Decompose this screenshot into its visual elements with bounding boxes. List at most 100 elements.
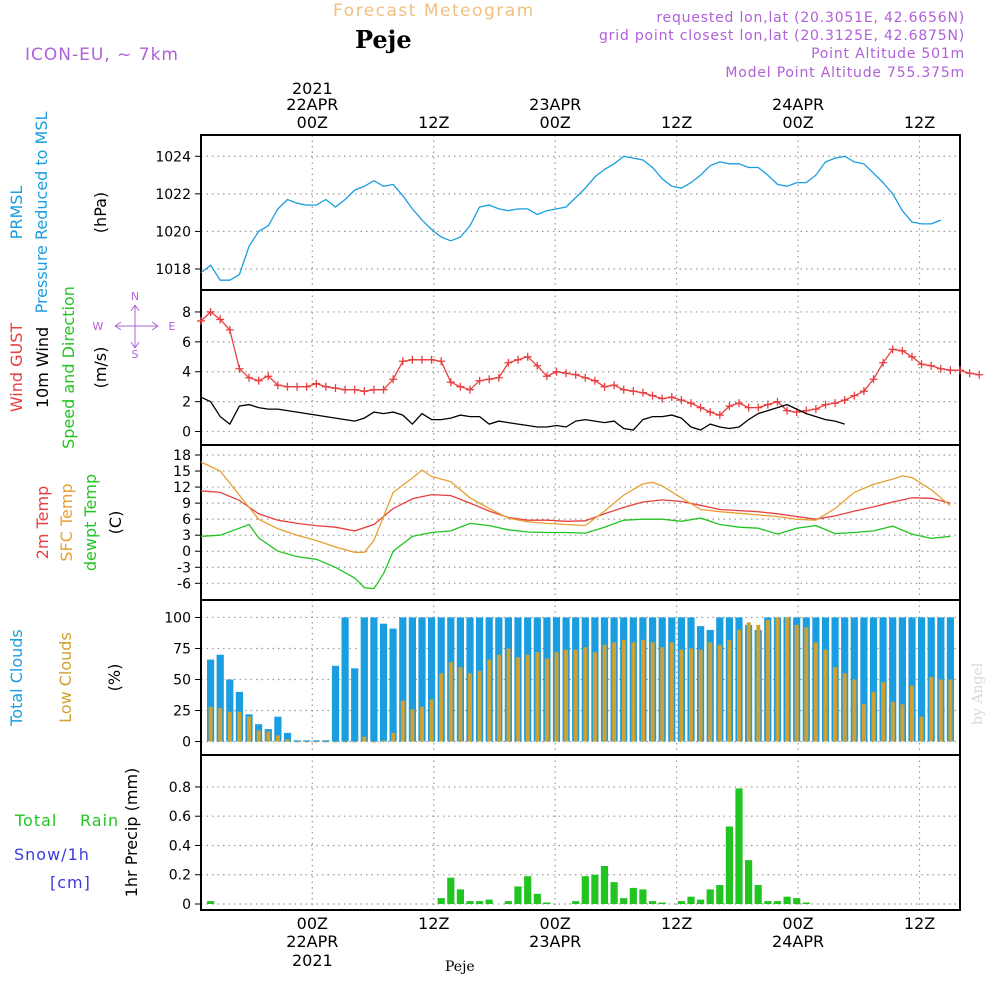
total-clouds-bar [408,617,416,742]
gust-marker [725,402,734,411]
rain-bar [572,901,580,904]
gust-marker [629,387,638,396]
low-clouds-bar [333,741,338,743]
low-clouds-bar [410,709,415,742]
compass-west: W [93,320,104,333]
rain-bar [716,885,724,904]
y-tick-label: 12 [173,480,191,496]
low-clouds-bar [266,731,271,742]
total-clouds-bar [860,617,868,742]
low-clouds-bar [948,679,953,742]
total-clouds-bar [908,617,916,742]
bottom-date-label: 22APR [286,932,338,951]
rain-bar [485,899,493,904]
rain-bar [543,902,551,904]
total-clouds-bar [341,617,349,742]
gust-marker [744,403,753,412]
y-axis-label: Speed and Direction [59,286,78,449]
low-clouds-bar [842,673,847,742]
y-tick-label: 75 [173,641,191,657]
low-clouds-bar [756,624,761,742]
low-clouds-bar [208,706,213,742]
rain-bar [802,902,810,904]
total-clouds-bar [312,740,320,742]
compass-north: N [131,290,139,303]
low-clouds-bar [746,622,751,742]
y-axis-label: dewpt Temp [81,474,100,571]
gust-marker [369,385,378,394]
gust-marker [494,373,503,382]
y-axis-label: 2m Temp [33,486,52,560]
model-point-altitude: Model Point Altitude 755.375m [725,65,965,81]
gust-marker [216,315,225,324]
wind-gust-line [200,311,980,416]
low-clouds-bar [247,716,252,742]
gust-marker [533,361,542,370]
total-clouds-bar [283,732,292,742]
wind-frame [200,289,961,446]
rain-bar [437,898,445,904]
gust-marker [283,382,292,391]
y-tick-label: 0.6 [169,809,191,825]
total-clouds-bar [322,740,330,742]
low-clouds-bar [535,652,540,742]
low-clouds-bar [900,704,905,742]
pressure-panel: 1018 1020 1022 1024 PRMSL Pressure Reduced to… [7,111,961,313]
low-clouds-bar [554,652,559,742]
y-tick-label: 1024 [155,149,191,165]
rain-bar [649,901,657,904]
gust-marker [235,364,244,373]
rain-bar [600,866,609,904]
total-clouds-bar [331,665,340,742]
gust-marker [571,370,580,379]
total-clouds-bar [379,623,388,742]
y-tick-label: 4 [182,365,191,381]
gust-marker [927,361,936,370]
gust-marker [648,391,657,400]
top-year-label: 2021 [292,79,333,98]
low-clouds-bar [871,691,876,742]
gust-marker [341,385,350,394]
low-clouds-bar [458,667,463,742]
bottom-time-tick-label: 00Z [782,914,813,933]
y-axis-label: Pressure Reduced to MSL [32,111,51,313]
gust-marker [206,307,215,316]
low-clouds-bar [362,736,367,742]
low-clouds-bar [612,642,617,742]
low-clouds-bar [660,647,665,742]
gust-marker [888,345,897,354]
top-time-tick-label: 00Z [540,113,571,132]
low-clouds-bar [813,642,818,742]
y-tick-label: -3 [177,560,191,576]
total-clouds-bar [216,654,224,742]
gust-marker [773,397,782,406]
y-tick-label: 100 [164,610,191,626]
rain-bar [687,896,695,904]
low-clouds-bar [631,642,636,742]
low-clouds-bar [323,741,328,743]
gust-marker [840,396,849,405]
gust-marker [956,366,964,375]
sfc-temp-line [200,461,951,553]
gust-marker [754,403,763,412]
bottom-time-tick-label: 00Z [540,914,571,933]
gust-marker [859,387,868,396]
low-clouds-bar [275,735,280,742]
model-label: ICON-EU, ~ 7km [25,45,179,65]
y-tick-label: 1018 [155,262,191,278]
requested-coords: requested lon,lat (20.3051E, 42.6656N) [656,10,965,26]
rain-bar [466,901,474,904]
gust-marker [783,406,792,415]
rain-bar [524,876,532,904]
gust-marker [350,385,359,394]
rain-bar [610,882,618,904]
gust-marker [398,357,407,366]
y-axis-label: Low Clouds [56,632,75,723]
low-clouds-bar [794,624,799,742]
gust-marker [590,376,599,385]
gust-marker [504,358,513,367]
low-clouds-bar [218,708,223,742]
low-clouds-bar [833,667,838,742]
y-axis-label: Total Clouds [7,629,26,727]
low-clouds-bar [439,673,444,742]
